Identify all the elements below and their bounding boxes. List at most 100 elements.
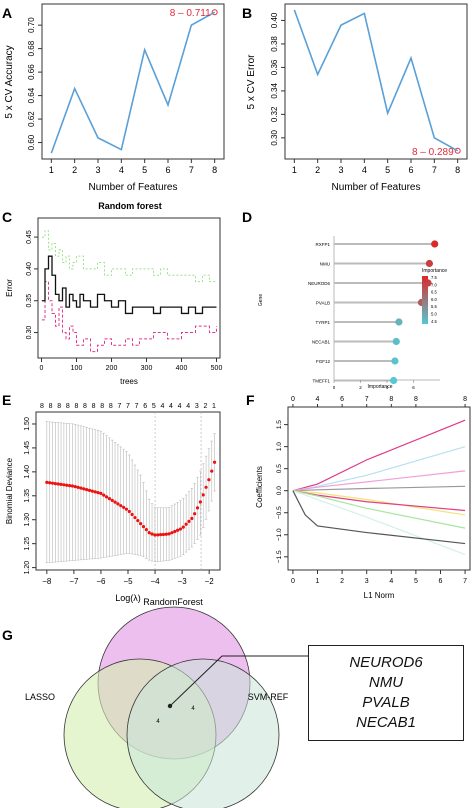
- y-tick-label: 1.35: [24, 489, 31, 503]
- x-axis-label: Log(λ): [115, 593, 141, 603]
- y-tick-label: 0.70: [27, 17, 36, 33]
- y-tick-label: 1.0: [276, 442, 283, 451]
- deviance-point: [70, 484, 75, 488]
- deviance-point: [184, 522, 188, 526]
- top-tick-label: 8: [463, 396, 467, 403]
- x-tick-label: 4: [362, 165, 367, 175]
- top-tick-label: 4: [316, 396, 320, 403]
- deviance-point: [210, 469, 214, 473]
- axes: 1 2 3 4 5 6 7 8 0.60 0.62 0.64 0.66 0.68 0.70: [27, 9, 218, 175]
- y-tick-label: −0.5: [276, 506, 283, 519]
- coefficient-path: [292, 490, 466, 512]
- y-tick-label: 0.36: [270, 59, 279, 75]
- panel-f-lasso-coefficient-paths: 0 1 2 3 4 5 6 7−1.5−1.0−0.50.00.51.01.50 4 6 7 8 8 8 …: [255, 396, 471, 600]
- plot-frame: [284, 3, 468, 160]
- top-tick-label: 8: [109, 403, 113, 410]
- legend-tick-label: 7.5: [431, 275, 437, 280]
- x-tick-label: −4: [150, 577, 160, 586]
- lollipop-dot: [395, 318, 403, 326]
- y-tick-label: 1.40: [24, 465, 31, 479]
- x-tick-label: 4: [386, 385, 389, 390]
- panel-e-lasso-cv-chart: −8 −7 −6 −5 −4 −3 −2 1.20 1.25 1.30 1.35 1.40 1.45 1.…: [5, 403, 221, 603]
- x-tick-label: 1: [49, 165, 54, 175]
- deviance-point: [195, 506, 200, 510]
- top-tick-label: 8: [57, 403, 61, 410]
- deviance-point: [99, 491, 103, 495]
- top-tick-label: 4: [178, 403, 182, 410]
- y-tick-label: 1.45: [24, 441, 31, 455]
- x-tick-label: 1: [316, 578, 320, 585]
- deviance-point: [198, 500, 202, 504]
- coefficient-path: [292, 490, 466, 529]
- lollipop-dot: [392, 337, 400, 346]
- deviance-point: [178, 527, 183, 531]
- x-tick-label: 100: [71, 365, 83, 372]
- deviance-point: [173, 529, 177, 534]
- x-tick-label: 2: [315, 165, 320, 175]
- deviance-point: [76, 485, 80, 489]
- error-curve-class2: [41, 281, 217, 353]
- best-point-marker: [454, 147, 461, 154]
- coefficient-paths: [292, 419, 466, 556]
- gene-name: NMU: [368, 674, 404, 691]
- gene-label: FGF12: [316, 359, 331, 364]
- x-tick-label: 2: [72, 165, 77, 175]
- top-tick-label: 8: [100, 403, 104, 410]
- deviance-point: [204, 485, 208, 489]
- gene-name: PVALB: [362, 694, 410, 711]
- deviance-point: [56, 482, 60, 486]
- x-tick-label: 7: [432, 165, 437, 175]
- top-tick-label: 0: [291, 396, 295, 403]
- y-axis-label: Gene: [258, 294, 264, 306]
- panel-letter-e: E: [2, 392, 11, 408]
- legend-tick-label: 5.0: [431, 312, 437, 317]
- coefficient-path: [292, 419, 466, 492]
- deviance-point: [59, 482, 63, 486]
- legend-tick-label: 5.5: [431, 304, 437, 309]
- panel-a-accuracy-chart: 1 2 3 4 5 6 7 8 0.60 0.62 0.64 0.66 0.68 0.70 8 – 0.7…: [4, 3, 225, 193]
- deviance-point: [156, 533, 160, 537]
- x-tick-label: 0: [291, 578, 295, 585]
- deviance-point: [176, 528, 180, 532]
- deviance-point: [119, 504, 123, 508]
- deviance-point: [212, 460, 217, 464]
- top-tick-label: 1: [212, 403, 216, 410]
- deviance-point: [167, 532, 171, 536]
- gene-list-box: NEUROD6 NMU PVALB NECAB1: [308, 645, 464, 741]
- deviance-point: [121, 505, 126, 510]
- y-tick-label: 1.20: [24, 561, 31, 575]
- deviance-point: [96, 491, 100, 495]
- x-tick-label: 2: [359, 385, 362, 390]
- deviance-point: [79, 486, 83, 490]
- deviance-point: [181, 525, 185, 529]
- coefficient-path: [292, 490, 466, 545]
- x-tick-label: 7: [463, 578, 467, 585]
- deviance-point: [190, 516, 194, 521]
- best-point-annotation: 8 – 0.289: [412, 147, 454, 158]
- deviance-point: [153, 533, 157, 537]
- top-tick-label: 8: [389, 396, 393, 403]
- coefficient-path: [292, 485, 466, 492]
- gene-name: NEUROD6: [349, 654, 423, 671]
- y-axis-label: Binomial Deviance: [5, 457, 14, 524]
- axes: 0 100 200 300 400 500 0.30 0.35 0.40 0.45: [26, 230, 222, 372]
- deviance-point: [193, 512, 197, 516]
- top-tick-label: 8: [414, 396, 418, 403]
- top-tick-label: 7: [126, 403, 130, 410]
- deviance-point: [93, 490, 97, 494]
- y-tick-label: 0.38: [270, 36, 279, 52]
- deviance-point: [45, 480, 49, 484]
- deviance-point: [102, 493, 106, 497]
- x-axis-label: Number of Features: [89, 182, 178, 193]
- legend-colorbar: [422, 276, 428, 324]
- y-tick-label: 0.32: [270, 106, 279, 122]
- deviance-point: [48, 481, 52, 485]
- x-tick-label: 5: [385, 165, 390, 175]
- y-axis-label: Coefficients: [255, 466, 264, 508]
- plot-frame: [287, 406, 471, 571]
- x-tick-label: 400: [176, 365, 188, 372]
- coefficient-path: [292, 490, 466, 516]
- deviance-point: [107, 497, 111, 501]
- deviance-point: [133, 515, 137, 520]
- deviance-point: [67, 484, 72, 488]
